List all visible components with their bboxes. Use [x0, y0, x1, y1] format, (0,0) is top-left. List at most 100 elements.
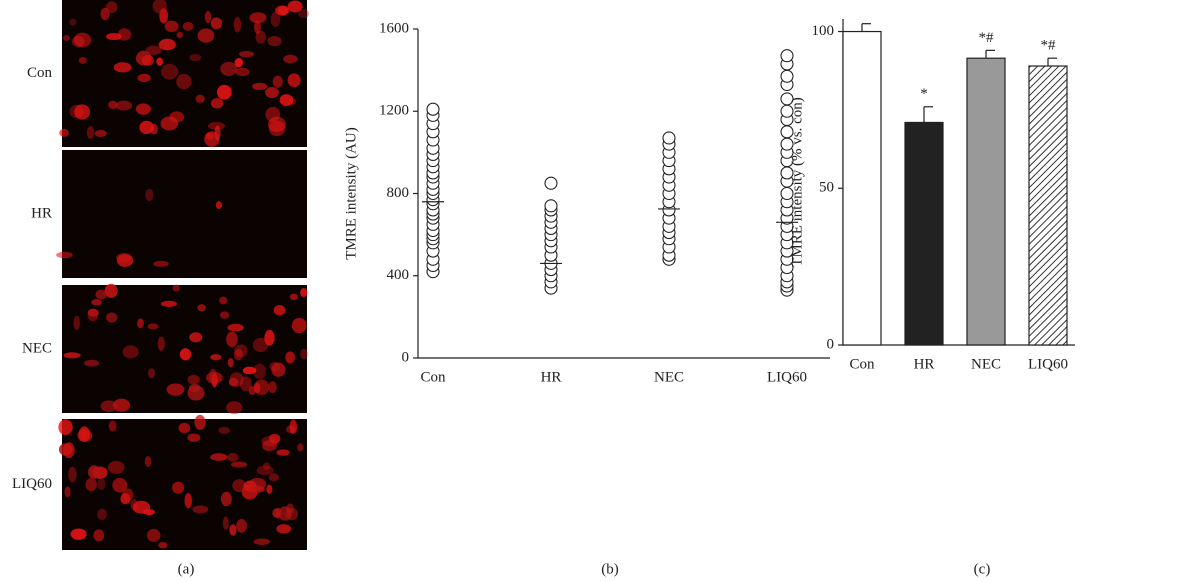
cell — [227, 324, 243, 332]
caption: (a) — [178, 561, 195, 577]
cell — [158, 542, 167, 548]
cell — [122, 488, 133, 501]
point — [663, 132, 675, 144]
x-tick-label: LIQ60 — [767, 369, 807, 385]
cell — [97, 509, 107, 520]
cell — [273, 76, 283, 88]
annotation: *# — [1041, 38, 1057, 54]
cell — [234, 17, 242, 32]
cell — [231, 461, 247, 467]
cell — [194, 415, 205, 430]
cell — [136, 103, 151, 114]
cell — [211, 17, 222, 29]
row-label: LIQ60 — [12, 476, 52, 492]
cell — [109, 421, 117, 432]
point — [781, 70, 793, 82]
y-tick-label: 400 — [387, 267, 410, 283]
y-tick-label: 1600 — [379, 20, 409, 36]
cell — [188, 375, 200, 385]
cell — [187, 434, 200, 442]
cell — [161, 64, 178, 80]
x-tick-label: HR — [541, 369, 562, 385]
cell — [211, 98, 223, 108]
cell — [148, 368, 155, 378]
annotation: * — [920, 86, 928, 102]
cell — [95, 130, 107, 137]
cell — [86, 478, 97, 491]
y-tick-label: 0 — [402, 349, 410, 365]
cell — [189, 332, 202, 342]
cell — [148, 323, 159, 329]
x-tick-label: NEC — [654, 369, 684, 385]
cell — [159, 39, 176, 51]
y-tick-label: 0 — [827, 336, 835, 352]
point — [545, 177, 557, 189]
point — [781, 50, 793, 62]
cell — [300, 349, 308, 360]
cell — [226, 331, 238, 347]
cell — [117, 254, 133, 267]
cell — [188, 385, 205, 400]
cell — [276, 524, 291, 533]
cell — [161, 301, 177, 307]
cell — [137, 74, 150, 82]
cell — [218, 427, 229, 434]
point — [545, 200, 557, 212]
cell — [285, 351, 295, 363]
cell — [297, 443, 303, 451]
cell — [59, 129, 68, 137]
y-tick-label: 800 — [387, 185, 410, 201]
cell — [74, 33, 91, 48]
y-axis-label: TMRE intensity (AU) — [343, 127, 359, 260]
cell — [263, 462, 270, 470]
cell — [189, 54, 201, 61]
cell — [197, 304, 206, 311]
cell — [156, 58, 163, 66]
cell — [147, 529, 161, 542]
cell — [87, 126, 95, 139]
cell — [178, 423, 190, 433]
cell — [275, 508, 281, 519]
cell — [56, 252, 72, 258]
cell — [216, 201, 222, 209]
cell — [63, 442, 75, 458]
cell — [217, 85, 232, 100]
cell — [95, 290, 107, 300]
micrograph — [62, 150, 307, 278]
row-label: NEC — [22, 340, 52, 356]
cell — [265, 107, 280, 122]
cell — [64, 352, 81, 358]
cell — [114, 62, 132, 72]
cell — [97, 479, 105, 490]
row-label: Con — [27, 65, 53, 81]
cell — [88, 309, 98, 322]
y-tick-label: 100 — [812, 23, 835, 39]
cell — [252, 83, 267, 90]
cell — [139, 121, 154, 134]
cell — [223, 516, 229, 529]
cell — [265, 87, 279, 98]
cell — [268, 381, 276, 393]
cell — [68, 467, 77, 483]
cell — [84, 360, 99, 367]
cell — [69, 19, 76, 26]
cell — [196, 95, 205, 103]
row-label: HR — [31, 205, 52, 221]
cell — [108, 101, 117, 109]
cell — [169, 111, 184, 122]
cell — [106, 1, 118, 13]
cell — [266, 485, 272, 494]
caption: (c) — [974, 561, 991, 577]
cell — [300, 288, 307, 297]
cell — [210, 453, 227, 461]
cell — [123, 345, 139, 358]
cell — [234, 344, 247, 357]
cell — [177, 32, 184, 38]
cell — [58, 419, 72, 435]
cell — [264, 330, 274, 346]
bar — [967, 58, 1005, 345]
cell — [267, 36, 281, 46]
cell — [227, 453, 238, 462]
cell — [108, 461, 124, 474]
y-tick-label: 50 — [819, 180, 834, 196]
